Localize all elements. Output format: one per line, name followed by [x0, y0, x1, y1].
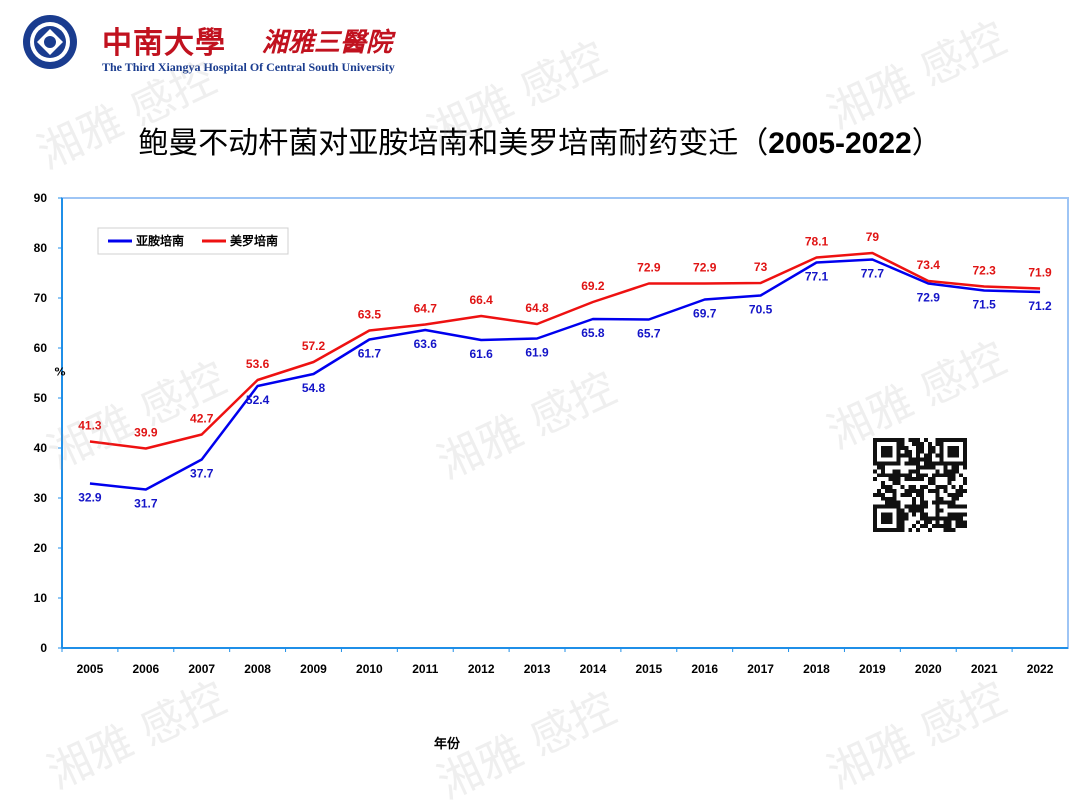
y-tick-label: 60	[34, 341, 48, 355]
brand-name-cn: 中南大學	[102, 26, 226, 61]
data-label: 65.8	[581, 326, 605, 340]
y-tick-label: 80	[34, 241, 48, 255]
data-label: 73	[754, 260, 768, 274]
data-label: 69.2	[581, 279, 605, 293]
y-tick-label: 50	[34, 391, 48, 405]
x-tick-label: 2021	[971, 662, 998, 676]
data-label: 61.6	[469, 347, 493, 361]
brand-name-cn-calligraphy: 湘雅三醫院	[262, 28, 393, 58]
data-label: 52.4	[246, 393, 270, 407]
data-label: 71.5	[972, 298, 996, 312]
qr-code-icon	[873, 438, 967, 532]
x-axis-label: 年份	[434, 736, 461, 752]
x-tick-label: 2019	[859, 662, 886, 676]
data-label: 72.9	[637, 261, 661, 275]
chart-title-close: ）	[911, 126, 942, 161]
data-label: 32.9	[78, 491, 102, 505]
data-label: 79	[866, 230, 880, 244]
x-tick-label: 2018	[803, 662, 830, 676]
chart-title-years: 2005-2022	[768, 127, 912, 160]
legend-entry: 亚胺培南	[136, 233, 184, 248]
data-label: 70.5	[749, 303, 773, 317]
data-label: 64.8	[525, 301, 549, 315]
data-label: 63.5	[358, 308, 382, 322]
chart-title: 鲍曼不动杆菌对亚胺培南和美罗培南耐药变迁（2005-2022）	[0, 118, 1080, 162]
data-label: 71.2	[1028, 299, 1052, 313]
x-tick-label: 2006	[132, 662, 159, 676]
data-label: 69.7	[693, 307, 717, 321]
data-label: 53.6	[246, 357, 270, 371]
data-label: 72.3	[972, 264, 996, 278]
data-label: 63.6	[414, 337, 438, 351]
resistance-line-chart: 0 10 20 30 40 50 60 70 80 90 2005 2006 2007 2008 2009 2…	[34, 191, 1069, 752]
x-tick-label: 2022	[1027, 662, 1054, 676]
data-label: 77.1	[805, 270, 829, 284]
x-tick-label: 2015	[635, 662, 662, 676]
x-tick-label: 2007	[188, 662, 215, 676]
y-tick-label: 20	[34, 541, 48, 555]
data-label: 61.9	[525, 346, 549, 360]
data-label: 54.8	[302, 381, 326, 395]
data-label: 64.7	[414, 302, 438, 316]
data-label: 73.4	[917, 258, 941, 272]
series-line-1	[89, 258, 1041, 491]
y-tick-label: 0	[40, 641, 47, 655]
x-tick-label: 2014	[580, 662, 607, 676]
data-label: 65.7	[637, 327, 661, 341]
data-label: 71.9	[1028, 266, 1052, 280]
data-label: 37.7	[190, 467, 214, 481]
data-label: 77.7	[861, 267, 885, 281]
data-label: 78.1	[805, 235, 829, 249]
series-line-2	[89, 251, 1041, 450]
x-tick-label: 2016	[691, 662, 718, 676]
data-label: 39.9	[134, 426, 158, 440]
y-tick-label: 90	[34, 191, 48, 205]
x-tick-label: 2013	[524, 662, 551, 676]
y-axis-label: %	[54, 366, 65, 379]
y-tick-label: 40	[34, 441, 48, 455]
x-tick-label: 2005	[77, 662, 104, 676]
legend-box	[97, 227, 289, 255]
data-label: 31.7	[134, 497, 158, 511]
x-tick-label: 2008	[244, 662, 271, 676]
data-label: 66.4	[469, 293, 493, 307]
data-label: 42.7	[190, 412, 214, 426]
x-tick-label: 2017	[747, 662, 774, 676]
x-tick-label: 2012	[468, 662, 495, 676]
x-tick-label: 2011	[412, 662, 438, 676]
data-label: 72.9	[693, 261, 717, 275]
hospital-seal-icon	[23, 15, 77, 69]
y-tick-label: 10	[34, 591, 48, 605]
x-tick-label: 2010	[356, 662, 383, 676]
x-tick-label: 2020	[915, 662, 942, 676]
y-tick-label: 70	[34, 291, 48, 305]
data-label: 57.2	[302, 339, 326, 353]
chart-title-text: 鲍曼不动杆菌对亚胺培南和美罗培南耐药变迁（	[138, 126, 769, 161]
x-tick-label: 2009	[300, 662, 327, 676]
y-tick-label: 30	[34, 491, 48, 505]
data-label: 72.9	[917, 291, 941, 305]
legend-entry: 美罗培南	[230, 233, 278, 248]
brand-name-en: The Third Xiangya Hospital Of Central So…	[102, 60, 395, 74]
data-label: 61.7	[358, 347, 382, 361]
data-label: 41.3	[78, 419, 102, 433]
